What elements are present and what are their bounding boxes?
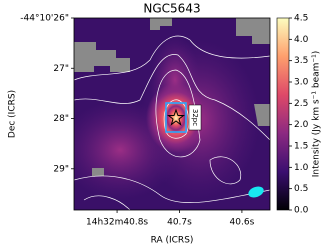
colorbar xyxy=(276,17,290,211)
colorbar-tick-label: 2.0 xyxy=(294,120,309,130)
x-tick-label: 40.7s xyxy=(167,218,192,228)
colorbar-tick-label: 0.5 xyxy=(294,184,308,194)
image xyxy=(74,18,270,210)
chart-title: NGC5643 xyxy=(143,2,200,16)
colorbar-tick-label: 2.5 xyxy=(294,99,308,109)
colorbar-tick-label: 3.0 xyxy=(294,78,309,88)
colorbar-tick-label: 4.0 xyxy=(294,35,309,45)
plot-frame xyxy=(73,17,271,211)
y-tick-label: -44°10'26" xyxy=(20,14,69,24)
y-tick-label: 27" xyxy=(53,64,69,74)
colorbar-tick-label: 4.5 xyxy=(294,14,308,24)
y-axis-label: Dec (ICRS) xyxy=(8,90,18,138)
x-tick-label: 14h32m40.8s xyxy=(86,218,148,228)
y-tick-label: 28" xyxy=(53,114,69,124)
scale-annotation: 32pc xyxy=(191,109,199,126)
colorbar-tick-label: 3.5 xyxy=(294,56,308,66)
colorbar-tick-label: 1.5 xyxy=(294,142,308,152)
colorbar-label: Intensity (Jy km s⁻¹ beam⁻¹) xyxy=(312,51,322,178)
colorbar-tick-label: 1.0 xyxy=(294,163,309,173)
y-tick-label: 29" xyxy=(53,164,69,174)
x-tick-label: 40.6s xyxy=(230,218,255,228)
colorbar-tick-label: 0.0 xyxy=(294,206,309,216)
x-axis-label: RA (ICRS) xyxy=(151,236,194,246)
